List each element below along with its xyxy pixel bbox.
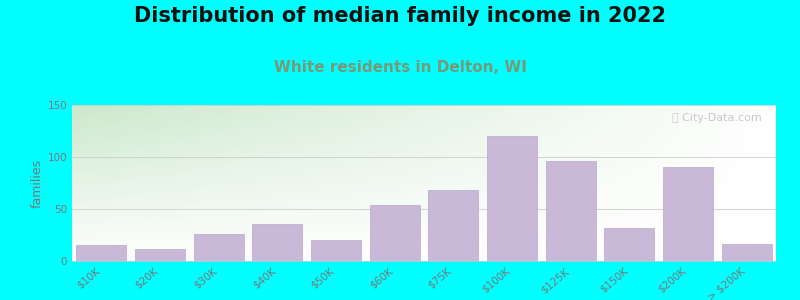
Bar (487, 136, 537, 261)
Text: ⓘ City-Data.com: ⓘ City-Data.com (672, 113, 762, 123)
Bar (135, 248, 185, 261)
Bar (722, 244, 771, 261)
Bar (663, 167, 713, 261)
Bar (311, 240, 361, 261)
Text: Distribution of median family income in 2022: Distribution of median family income in … (134, 6, 666, 26)
Bar (194, 234, 243, 261)
Bar (253, 224, 302, 261)
Bar (605, 228, 654, 261)
Bar (370, 205, 419, 261)
Bar (546, 161, 595, 261)
Text: White residents in Delton, WI: White residents in Delton, WI (274, 60, 526, 75)
Y-axis label: families: families (30, 158, 43, 208)
Bar (77, 245, 126, 261)
Bar (429, 190, 478, 261)
